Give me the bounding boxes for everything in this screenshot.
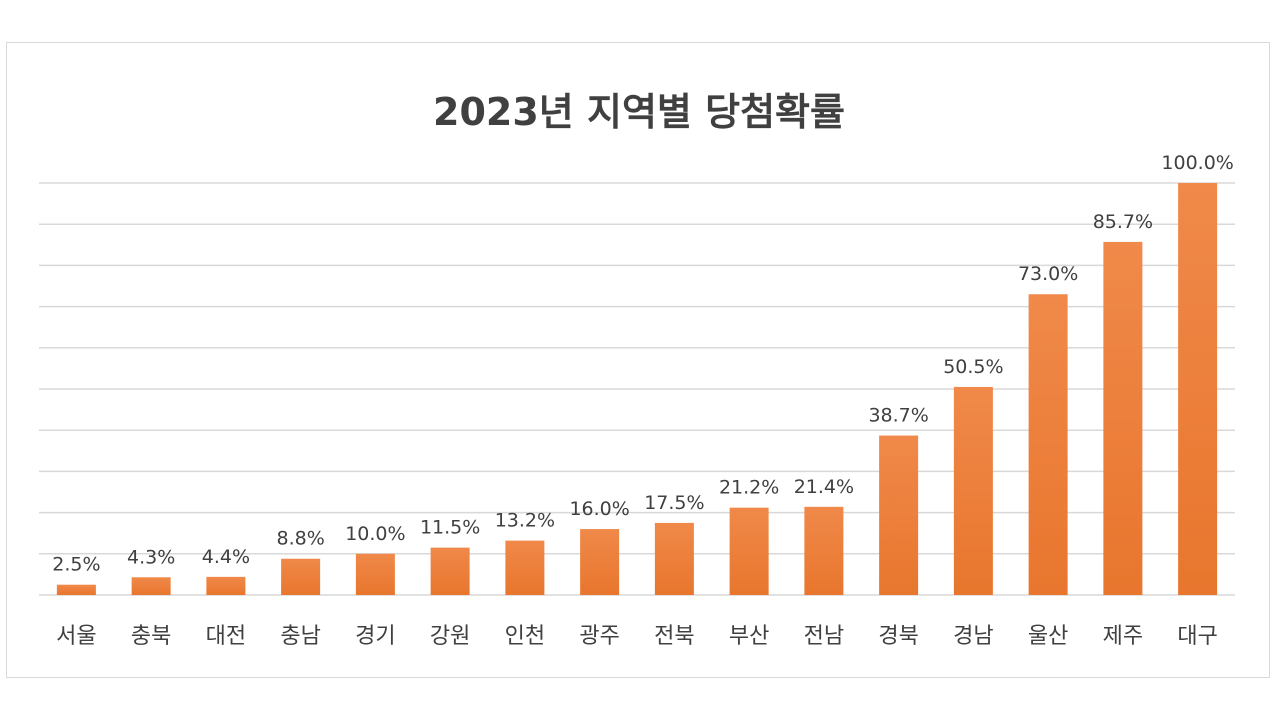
data-label: 38.7% [868, 405, 928, 427]
category-label: 대전 [206, 624, 246, 649]
data-label: 100.0% [1161, 152, 1233, 174]
bar [430, 547, 470, 595]
category-label: 전남 [804, 624, 844, 649]
bar [879, 435, 919, 595]
bar [1178, 183, 1218, 595]
category-label: 경기 [355, 624, 395, 649]
category-label: 충남 [280, 624, 320, 649]
category-label: 경북 [878, 624, 918, 649]
category-labels: 서울 충북 대전 충남 경기 강원 인천 광주 전북 부산 전남 경북 경남 울산 제주 대구 [56, 624, 1218, 649]
chart-title: 2023년 지역별 당첨확률 [433, 90, 845, 134]
bar [505, 540, 545, 595]
data-label: 8.8% [276, 528, 324, 550]
bar [206, 576, 246, 595]
category-label: 강원 [430, 624, 470, 649]
data-label: 50.5% [943, 356, 1003, 378]
bar [1103, 241, 1143, 595]
data-label: 17.5% [644, 492, 704, 514]
data-label: 13.2% [495, 510, 555, 532]
bar [56, 584, 96, 595]
category-label: 울산 [1028, 624, 1068, 649]
category-label: 충북 [131, 624, 171, 649]
bar-chart: 2023년 지역별 당첨확률 2.5% 4.3% 4.4% 8.8% 10.0% 11.5… [39, 90, 1235, 649]
bar [131, 577, 171, 595]
data-labels: 2.5% 4.3% 4.4% 8.8% 10.0% 11.5% 13.2% 16.0% 17.5… [52, 152, 1234, 576]
category-label: 광주 [579, 624, 619, 649]
bar [729, 507, 769, 595]
bar [355, 553, 395, 595]
bar [281, 558, 321, 595]
category-label: 서울 [56, 624, 96, 649]
gridlines [39, 182, 1235, 596]
data-label: 2.5% [52, 554, 100, 576]
data-label: 4.4% [202, 546, 250, 568]
bars [56, 183, 1218, 595]
bar [1028, 294, 1068, 595]
bar [654, 522, 694, 595]
category-label: 전북 [654, 624, 694, 649]
category-label: 경남 [953, 624, 993, 649]
data-label: 10.0% [345, 523, 405, 545]
category-label: 인천 [505, 624, 545, 649]
data-label: 85.7% [1093, 211, 1153, 233]
data-label: 21.4% [794, 476, 854, 498]
data-label: 21.2% [719, 477, 779, 499]
bar [953, 386, 993, 595]
data-label: 16.0% [569, 498, 629, 520]
data-label: 4.3% [127, 546, 175, 568]
bar [804, 506, 844, 595]
bar [580, 529, 620, 595]
chart-frame: 2023년 지역별 당첨확률 2.5% 4.3% 4.4% 8.8% 10.0% 11.5… [6, 42, 1270, 678]
data-label: 11.5% [420, 517, 480, 539]
category-label: 제주 [1103, 624, 1143, 649]
data-label: 73.0% [1018, 263, 1078, 285]
category-label: 부산 [729, 624, 769, 649]
category-label: 대구 [1177, 624, 1217, 649]
